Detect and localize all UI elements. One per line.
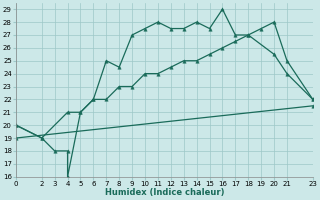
X-axis label: Humidex (Indice chaleur): Humidex (Indice chaleur) (105, 188, 224, 197)
